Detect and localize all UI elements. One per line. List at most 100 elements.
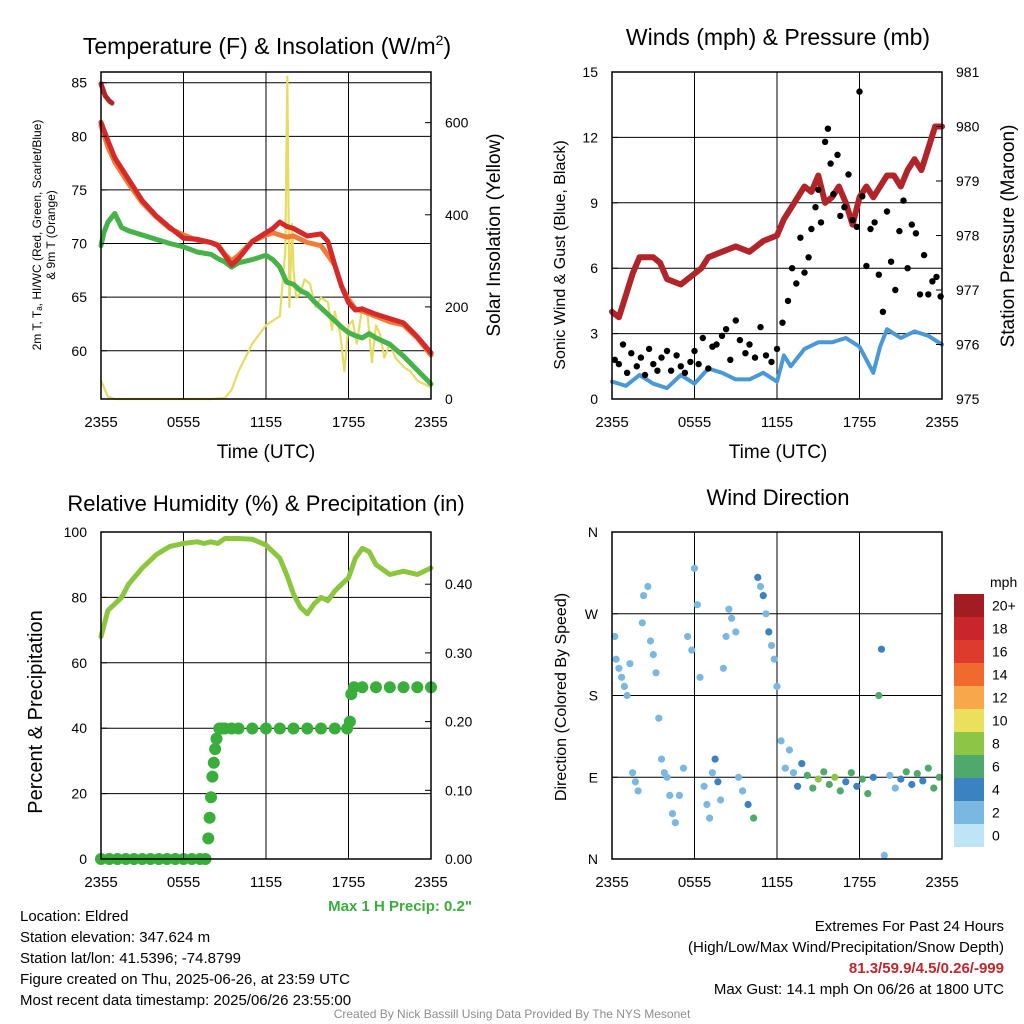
gust-point — [611, 356, 618, 363]
direction-point — [623, 691, 631, 700]
station-location: Location: Eldred — [20, 908, 129, 925]
legend-swatch — [954, 732, 984, 755]
gust-point — [883, 208, 891, 215]
temp-y-axis-label-line2: & 9m T (Orange) — [44, 190, 58, 280]
gust-point — [713, 341, 720, 348]
direction-point — [615, 664, 623, 672]
rh-x-tick-label: 1755 — [332, 874, 365, 891]
gust-point — [727, 356, 734, 363]
gust-point — [815, 186, 822, 193]
temp-y2-tick-label: 0 — [445, 391, 453, 407]
direction-point — [675, 791, 684, 800]
wind-x-tick-label: 1155 — [761, 414, 793, 431]
gust-point — [900, 197, 907, 204]
temp-y2-axis-label: Solar Insolation (Yellow) — [484, 133, 505, 336]
gust-point — [856, 88, 863, 95]
gust-point — [933, 273, 940, 281]
precip-point — [287, 722, 300, 735]
gust-point — [879, 308, 887, 315]
wdir-y-tick-label: N — [588, 524, 598, 540]
direction-point — [781, 764, 789, 772]
direction-point — [880, 851, 888, 860]
gust-point — [641, 371, 649, 379]
gust-point — [837, 212, 844, 220]
gust-point — [722, 326, 730, 333]
gust-point — [925, 291, 932, 298]
gust-point — [821, 138, 829, 145]
wind-y-tick-label: 15 — [582, 64, 598, 80]
gust-point — [762, 352, 770, 359]
wdir-x-tick-label: 1755 — [843, 874, 876, 891]
direction-point — [902, 768, 910, 776]
gust-point — [887, 258, 895, 265]
rh-precip-note: Max 1 H Precip: 0.2" — [328, 898, 472, 915]
direction-point — [671, 819, 679, 827]
direction-point — [734, 773, 743, 781]
direction-point — [759, 592, 767, 600]
rh-y-tick-label: 60 — [71, 655, 87, 671]
gust-point — [920, 251, 928, 259]
gust-point — [875, 271, 882, 278]
direction-point — [700, 782, 708, 790]
wind-y2-tick-label: 976 — [956, 337, 980, 353]
legend-label: 0 — [992, 828, 1000, 844]
legend-label: 8 — [992, 736, 1000, 752]
rh-x-tick-label: 2355 — [84, 874, 117, 891]
wdir-x-tick-label: 2355 — [925, 874, 958, 891]
direction-point — [629, 769, 637, 777]
direction-point — [684, 632, 692, 641]
temp-y-tick-label: 70 — [71, 236, 87, 252]
direction-point — [924, 764, 932, 772]
gust-point — [916, 291, 924, 298]
rh-panel: Relative Humidity (%) & Precipitation (i… — [25, 491, 472, 915]
direction-point — [864, 790, 872, 798]
wind-y-tick-label: 6 — [590, 260, 598, 276]
direction-point — [825, 780, 833, 789]
direction-point — [739, 787, 747, 795]
direction-point — [706, 814, 714, 822]
temp-y-axis-label-line1: 2m T, Tₐ, HI/WC (Red, Green, Scarlet/Blu… — [30, 120, 44, 351]
temp-y-tick-label: 60 — [71, 343, 87, 359]
direction-point — [722, 632, 730, 641]
gust-point — [757, 323, 764, 331]
legend-swatch — [954, 824, 984, 847]
direction-point — [711, 755, 719, 763]
direction-point — [919, 777, 927, 785]
temp-x-tick-label: 2355 — [414, 414, 447, 431]
legend-label: 20+ — [992, 598, 1016, 614]
temp-y2-tick-label: 600 — [445, 115, 469, 131]
wdir-y-tick-label: N — [588, 851, 598, 867]
direction-point — [679, 764, 688, 772]
gust-point — [845, 171, 852, 178]
gust-point — [797, 234, 804, 241]
direction-point — [891, 784, 899, 792]
direction-point — [908, 780, 916, 789]
gust-point — [677, 363, 684, 370]
legend-title: mph — [990, 574, 1017, 590]
gust-point — [867, 225, 874, 233]
gust-point — [637, 354, 645, 361]
direction-point — [668, 810, 677, 818]
temp-title: Temperature (F) & Insolation (W/m2) — [83, 32, 451, 59]
rh-y-tick-label: 40 — [71, 720, 87, 736]
gust-point — [681, 369, 689, 376]
wind-y2-tick-label: 981 — [956, 64, 980, 80]
precip-point — [260, 722, 272, 735]
gust-point — [650, 360, 657, 368]
legend-swatch — [954, 686, 984, 709]
wind-x-tick-label: 0555 — [678, 414, 711, 431]
rh-y2-tick-label: 0.30 — [445, 645, 472, 661]
direction-point — [814, 775, 822, 783]
pressure-line — [609, 123, 945, 321]
gust-point — [699, 334, 706, 342]
temp-y-tick-label: 85 — [71, 75, 87, 91]
direction-point — [640, 592, 648, 600]
temp-y2-tick-label: 400 — [445, 207, 469, 223]
precip-point — [397, 681, 410, 694]
gust-point — [784, 297, 792, 305]
direction-point — [612, 655, 620, 663]
direction-point — [652, 669, 660, 677]
gust-point — [834, 151, 841, 158]
temp-y-tick-label: 65 — [71, 289, 87, 305]
extremes-info: Extremes For Past 24 Hours (High/Low/Max… — [688, 916, 1004, 1000]
